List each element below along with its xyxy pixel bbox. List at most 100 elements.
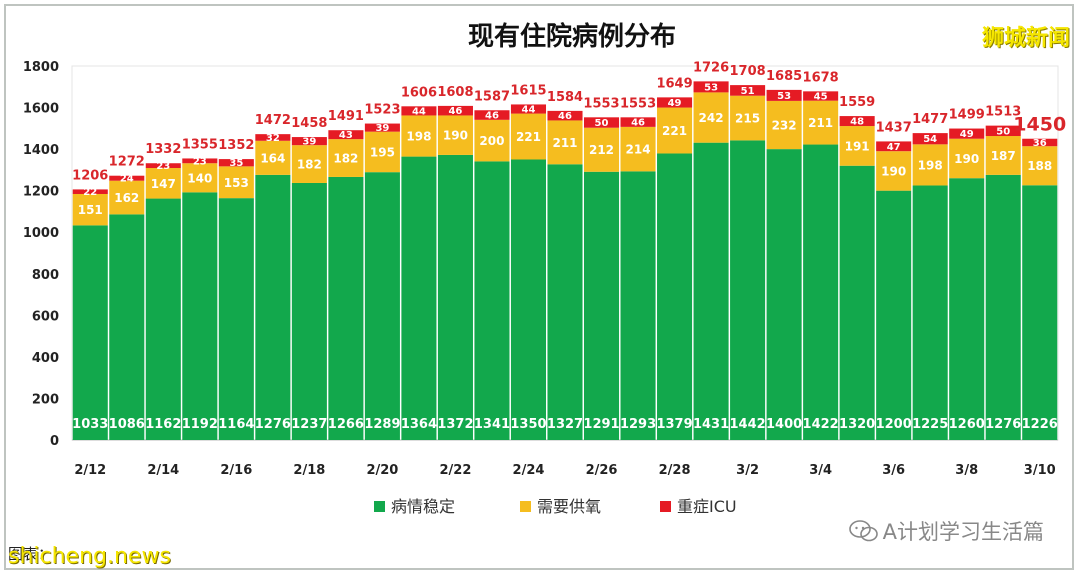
bar-segment-stable bbox=[401, 156, 437, 440]
data-label-oxygen: 164 bbox=[260, 151, 285, 165]
x-tick-label: 3/4 bbox=[809, 463, 832, 478]
data-label-stable: 1162 bbox=[145, 417, 181, 432]
data-label-stable: 1192 bbox=[182, 417, 218, 432]
data-label-total: 1553 bbox=[620, 96, 656, 111]
bar-segment-oxygen bbox=[912, 144, 948, 186]
y-tick-label: 800 bbox=[32, 268, 59, 283]
data-label-oxygen: 162 bbox=[114, 191, 139, 205]
y-tick-label: 200 bbox=[32, 392, 59, 407]
x-tick-label: 3/6 bbox=[882, 463, 905, 478]
data-label-total: 1708 bbox=[729, 64, 765, 79]
bar-segment-icu bbox=[72, 189, 108, 194]
data-label-icu: 46 bbox=[485, 111, 499, 122]
data-label-oxygen: 200 bbox=[479, 134, 504, 148]
bar-segment-oxygen bbox=[766, 100, 802, 150]
x-tick-label: 2/12 bbox=[74, 463, 106, 478]
x-tick-label: 2/16 bbox=[220, 463, 252, 478]
bar-segment-icu bbox=[985, 125, 1021, 137]
bar-segment-oxygen bbox=[364, 131, 400, 173]
data-label-stable: 1033 bbox=[72, 417, 108, 432]
bar-segment-oxygen bbox=[182, 163, 218, 193]
legend-swatch bbox=[374, 501, 385, 512]
bar-segment-stable bbox=[766, 149, 802, 440]
y-tick-label: 600 bbox=[32, 309, 59, 324]
data-label-total: 1477 bbox=[912, 112, 948, 127]
data-label-icu: 53 bbox=[777, 91, 791, 102]
data-label-stable: 1225 bbox=[912, 417, 948, 432]
x-tick-label: 2/18 bbox=[293, 463, 325, 478]
y-tick-label: 1400 bbox=[23, 143, 59, 158]
wechat-icon bbox=[848, 520, 878, 542]
data-label-stable: 1200 bbox=[876, 417, 912, 432]
bar-segment-stable bbox=[364, 172, 400, 440]
data-label-oxygen: 188 bbox=[1027, 159, 1052, 173]
data-label-oxygen: 190 bbox=[443, 129, 468, 143]
data-label-icu: 50 bbox=[996, 126, 1010, 137]
data-label-icu: 47 bbox=[887, 142, 901, 153]
data-label-oxygen: 198 bbox=[406, 130, 431, 144]
bar-segment-stable bbox=[620, 171, 656, 441]
bar-segment-oxygen bbox=[985, 136, 1021, 175]
data-label-total: 1726 bbox=[693, 60, 729, 75]
bar-segment-stable bbox=[182, 192, 218, 440]
bar-segment-oxygen bbox=[693, 92, 729, 143]
data-label-icu: 22 bbox=[83, 187, 97, 198]
data-label-total: 1332 bbox=[145, 142, 181, 157]
data-label-oxygen: 147 bbox=[151, 177, 176, 191]
data-label-stable: 1320 bbox=[839, 417, 875, 432]
bar-segment-oxygen bbox=[657, 107, 693, 154]
bar-segment-stable bbox=[72, 225, 108, 440]
data-label-stable: 1372 bbox=[437, 417, 473, 432]
data-label-total: 1491 bbox=[328, 109, 364, 124]
x-tick-label: 2/22 bbox=[439, 463, 471, 478]
bar-segment-stable bbox=[547, 164, 583, 441]
x-tick-label: 3/10 bbox=[1024, 463, 1056, 478]
watermark-wechat-label: A计划学习生活篇 bbox=[882, 520, 1044, 544]
data-label-icu: 35 bbox=[229, 158, 243, 169]
data-label-stable: 1341 bbox=[474, 417, 510, 432]
data-label-icu: 45 bbox=[814, 92, 828, 103]
watermark-site: shicheng.news bbox=[8, 544, 171, 569]
bar-segment-icu bbox=[255, 134, 291, 141]
bar-segment-icu bbox=[401, 106, 437, 116]
data-label-icu: 43 bbox=[339, 130, 353, 141]
source-label: 图表： bbox=[8, 545, 54, 563]
watermark-wechat: A计划学习生活篇 bbox=[848, 516, 1044, 546]
bar-segment-stable bbox=[109, 214, 145, 440]
bar-segment-stable bbox=[218, 198, 254, 440]
bar-segment-stable bbox=[1022, 185, 1058, 440]
bar-segment-stable bbox=[693, 142, 729, 441]
data-label-total: 1499 bbox=[949, 108, 985, 123]
bar-segment-stable bbox=[291, 182, 327, 440]
data-label-icu: 39 bbox=[302, 137, 316, 148]
bar-segment-stable bbox=[949, 178, 985, 440]
data-label-total: 1206 bbox=[72, 168, 108, 183]
data-label-icu: 54 bbox=[923, 134, 937, 145]
data-label-stable: 1364 bbox=[401, 417, 437, 432]
data-label-stable: 1422 bbox=[803, 417, 839, 432]
bar-segment-icu bbox=[766, 89, 802, 101]
bar-segment-stable bbox=[912, 185, 948, 440]
x-tick-label: 3/2 bbox=[736, 463, 759, 478]
bar-segment-oxygen bbox=[620, 126, 656, 172]
bar-segment-icu bbox=[912, 133, 948, 145]
data-label-icu: 46 bbox=[448, 106, 462, 117]
data-label-oxygen: 190 bbox=[954, 152, 979, 166]
data-label-icu: 44 bbox=[412, 106, 426, 117]
data-label-total: 1559 bbox=[839, 95, 875, 110]
data-label-total: 1615 bbox=[510, 83, 546, 98]
bar-segment-icu bbox=[437, 105, 473, 116]
data-label-icu: 46 bbox=[631, 118, 645, 129]
data-label-oxygen: 151 bbox=[78, 203, 103, 217]
data-label-icu: 36 bbox=[1033, 138, 1047, 149]
data-label-total: 1606 bbox=[401, 85, 437, 100]
data-label-total: 1584 bbox=[547, 90, 583, 105]
bar-segment-stable bbox=[839, 165, 875, 440]
bar-segment-icu bbox=[730, 85, 766, 96]
bar-segment-stable bbox=[583, 171, 620, 440]
data-label-stable: 1276 bbox=[255, 417, 291, 432]
data-label-total: 1685 bbox=[766, 69, 802, 84]
bar-segment-oxygen bbox=[255, 140, 291, 175]
data-label-total: 1355 bbox=[182, 137, 218, 152]
data-label-icu: 50 bbox=[595, 118, 609, 129]
